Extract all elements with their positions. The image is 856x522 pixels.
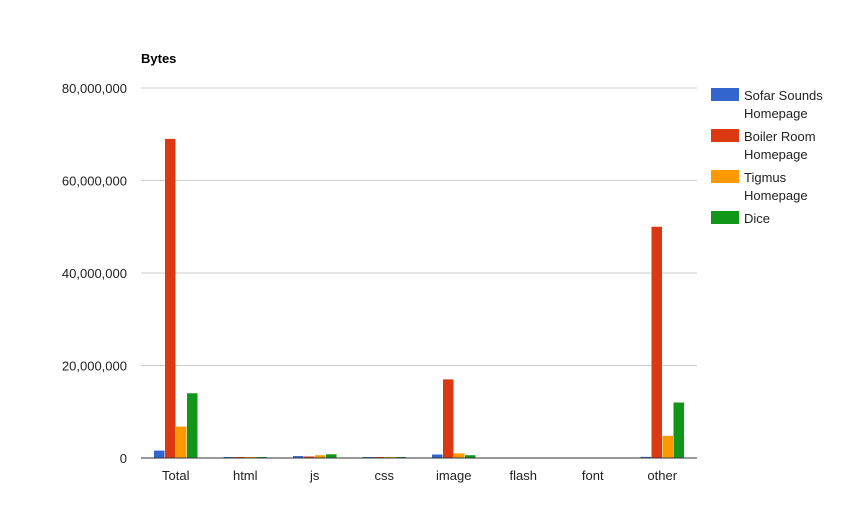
y-tick-label: 20,000,000 [62,359,127,374]
bar-total-series-0 [154,450,165,458]
bar-other-series-1 [651,226,662,458]
bar-image-series-0 [432,454,443,458]
bar-total-series-2 [176,426,187,458]
bar-image-series-3 [465,455,476,458]
legend-swatch [711,211,739,224]
legend-swatch [711,170,739,183]
chart-title: Bytes [141,51,176,66]
x-tick-label: flash [510,468,537,483]
x-tick-label: font [582,468,604,483]
x-tick-label: js [309,468,320,483]
y-tick-label: 0 [120,451,127,466]
bar-js-series-0 [293,456,304,458]
bar-js-series-3 [326,454,337,458]
bar-total-series-3 [187,393,198,458]
bar-other-series-2 [662,435,673,458]
x-tick-label: css [375,468,395,483]
bars [154,138,684,458]
gridlines [141,87,697,366]
y-tick-label: 40,000,000 [62,266,127,281]
bar-total-series-1 [165,138,176,458]
legend-swatch [711,129,739,142]
y-tick-label: 80,000,000 [62,81,127,96]
legend-label: Sofar Sounds Homepage [744,88,823,121]
x-axis-ticks: Total html js css image flash font other [162,468,678,483]
bar-image-series-1 [443,379,454,458]
bar-image-series-2 [454,453,465,458]
bar-js-series-1 [304,456,315,458]
x-tick-label: html [233,468,258,483]
bar-other-series-3 [673,402,684,458]
y-axis-ticks: 0 20,000,000 40,000,000 60,000,000 80,000,00… [62,81,127,466]
x-tick-label: other [647,468,677,483]
bar-other-series-0 [640,456,651,458]
legend-label: Tigmus Homepage [744,170,808,203]
legend-label: Boiler Room Homepage [744,129,816,162]
legend-label: Dice [744,211,770,226]
x-tick-label: Total [162,468,190,483]
bar-js-series-2 [315,455,326,458]
legend: Sofar Sounds Homepage Boiler Room Homepage T… [711,88,823,226]
legend-swatch [711,88,739,101]
x-tick-label: image [436,468,471,483]
y-tick-label: 60,000,000 [62,174,127,189]
